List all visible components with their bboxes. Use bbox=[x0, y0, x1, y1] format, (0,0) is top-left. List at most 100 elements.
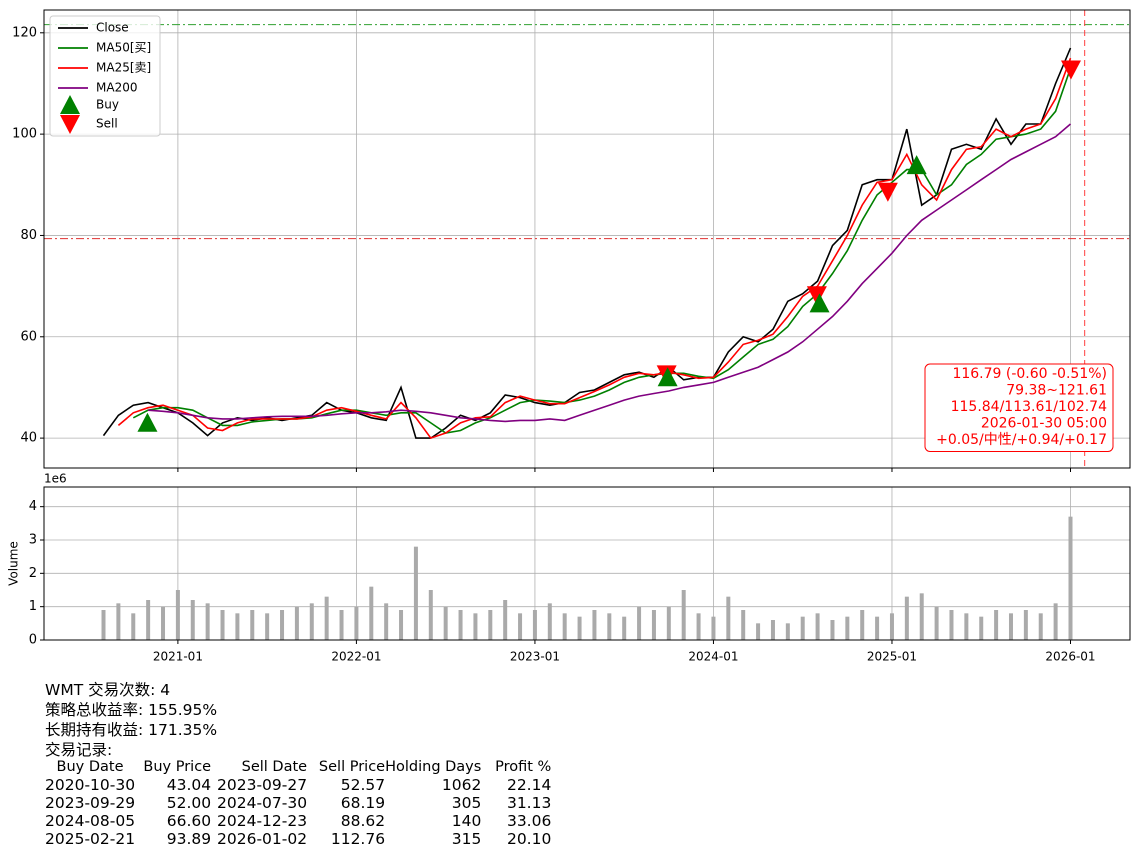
table-cell: 2024-07-30 bbox=[217, 794, 308, 812]
legend-swatch bbox=[60, 115, 80, 134]
x-tick-label: 2022-01 bbox=[331, 650, 381, 664]
annotation-text: +0.05/中性/+0.94/+0.17 bbox=[936, 432, 1107, 448]
bar bbox=[815, 613, 820, 640]
summary-line: 交易记录: bbox=[45, 741, 113, 759]
bar bbox=[979, 616, 984, 640]
legend-box bbox=[49, 15, 161, 137]
bar bbox=[607, 613, 612, 640]
buy-marker bbox=[657, 367, 678, 387]
table-row: 2025-02-21 93.89 2026-01-02 112.76 315 20.10 bbox=[45, 830, 551, 848]
bar bbox=[473, 613, 478, 640]
x-tick-label: 2026-01 bbox=[1045, 650, 1095, 664]
series-line bbox=[148, 123, 1072, 423]
bar bbox=[696, 613, 701, 640]
legend-label: MA200 bbox=[96, 81, 137, 95]
table-cell: 2026-01-02 bbox=[217, 830, 308, 848]
table-cell: 52.00 bbox=[166, 794, 212, 812]
y-tick-label: 2 bbox=[29, 566, 37, 581]
legend-label: Close bbox=[96, 21, 129, 35]
y-tick-label: 100 bbox=[12, 127, 37, 142]
bar bbox=[339, 610, 344, 640]
legend-label: Buy bbox=[96, 98, 119, 112]
bar bbox=[666, 606, 671, 640]
bar bbox=[205, 603, 210, 640]
table-cell: 43.04 bbox=[166, 776, 212, 794]
bar bbox=[547, 603, 552, 640]
bar bbox=[250, 610, 255, 640]
bar bbox=[830, 620, 835, 640]
bar bbox=[919, 593, 924, 640]
table-cell: 31.13 bbox=[506, 794, 552, 812]
bar bbox=[488, 610, 493, 640]
y-tick-label: 40 bbox=[20, 431, 37, 446]
table-cell: 88.62 bbox=[340, 812, 386, 830]
bar bbox=[503, 600, 508, 640]
x-tick-label: 2021-01 bbox=[153, 650, 203, 664]
bar bbox=[443, 606, 448, 640]
table-cell: 33.06 bbox=[506, 812, 552, 830]
bar bbox=[354, 606, 359, 640]
bar bbox=[1038, 613, 1043, 640]
table-cell: 1062 bbox=[441, 776, 482, 794]
bar bbox=[265, 613, 270, 640]
bar bbox=[681, 590, 686, 640]
bar bbox=[280, 610, 285, 640]
bar bbox=[235, 613, 240, 640]
y-tick-label: 4 bbox=[29, 499, 37, 514]
y-tick-label: 80 bbox=[20, 228, 37, 243]
bar bbox=[875, 616, 880, 640]
sell-marker bbox=[877, 182, 898, 202]
table-cell: 2024-12-23 bbox=[217, 812, 308, 830]
table-cell: 68.19 bbox=[340, 794, 386, 812]
bar bbox=[845, 616, 850, 640]
bar bbox=[458, 610, 463, 640]
summary-line: 长期持有收益: 171.35% bbox=[45, 721, 218, 739]
sell-marker bbox=[1060, 60, 1081, 80]
legend-swatch bbox=[60, 95, 80, 114]
bar bbox=[770, 620, 775, 640]
bar bbox=[220, 610, 225, 640]
column-header: Sell Date bbox=[241, 759, 308, 775]
y-tick-label: 60 bbox=[20, 329, 37, 344]
bar bbox=[369, 586, 374, 640]
legend-label: Sell bbox=[96, 117, 118, 131]
bar bbox=[562, 613, 567, 640]
table-cell: 2023-09-27 bbox=[217, 776, 308, 794]
bar bbox=[577, 616, 582, 640]
bar bbox=[309, 603, 314, 640]
table-cell: 93.89 bbox=[166, 830, 212, 848]
trade-table: Buy Date Buy Price Sell Date Sell Price Hold… bbox=[45, 758, 551, 848]
bar bbox=[1068, 516, 1073, 640]
table-cell: 140 bbox=[451, 812, 482, 830]
bar bbox=[741, 610, 746, 640]
annotation-text: 79.38~121.61 bbox=[1006, 383, 1107, 399]
table-cell: 305 bbox=[451, 794, 482, 812]
bar bbox=[384, 603, 389, 640]
legend-label: MA50[买] bbox=[96, 41, 151, 55]
annotation-text: 2026-01-30 05:00 bbox=[981, 416, 1107, 432]
bar bbox=[190, 600, 195, 640]
bar bbox=[800, 616, 805, 640]
table-cell: 66.60 bbox=[166, 812, 212, 830]
bar bbox=[1008, 613, 1013, 640]
y-tick-label: 1 bbox=[29, 599, 37, 614]
bar bbox=[161, 606, 166, 640]
bar bbox=[934, 606, 939, 640]
bar bbox=[651, 610, 656, 640]
x-tick-label: 2025-01 bbox=[867, 650, 917, 664]
bar bbox=[889, 613, 894, 640]
bar bbox=[324, 596, 329, 640]
bar bbox=[964, 613, 969, 640]
table-row: 2024-08-05 66.60 2024-12-23 88.62 140 33.06 bbox=[45, 812, 551, 830]
y-tick-label: 0 bbox=[29, 633, 37, 648]
buy-marker bbox=[809, 293, 830, 313]
bar bbox=[1053, 603, 1058, 640]
x-tick-label: 2023-01 bbox=[510, 650, 560, 664]
table-cell: 2024-08-05 bbox=[45, 812, 136, 830]
bar bbox=[116, 603, 121, 640]
table-cell: 2020-10-30 bbox=[45, 776, 136, 794]
x-tick-label: 2024-01 bbox=[688, 650, 738, 664]
bar bbox=[592, 610, 597, 640]
column-header: Buy Price bbox=[143, 759, 212, 775]
column-header: Sell Price bbox=[318, 759, 386, 775]
